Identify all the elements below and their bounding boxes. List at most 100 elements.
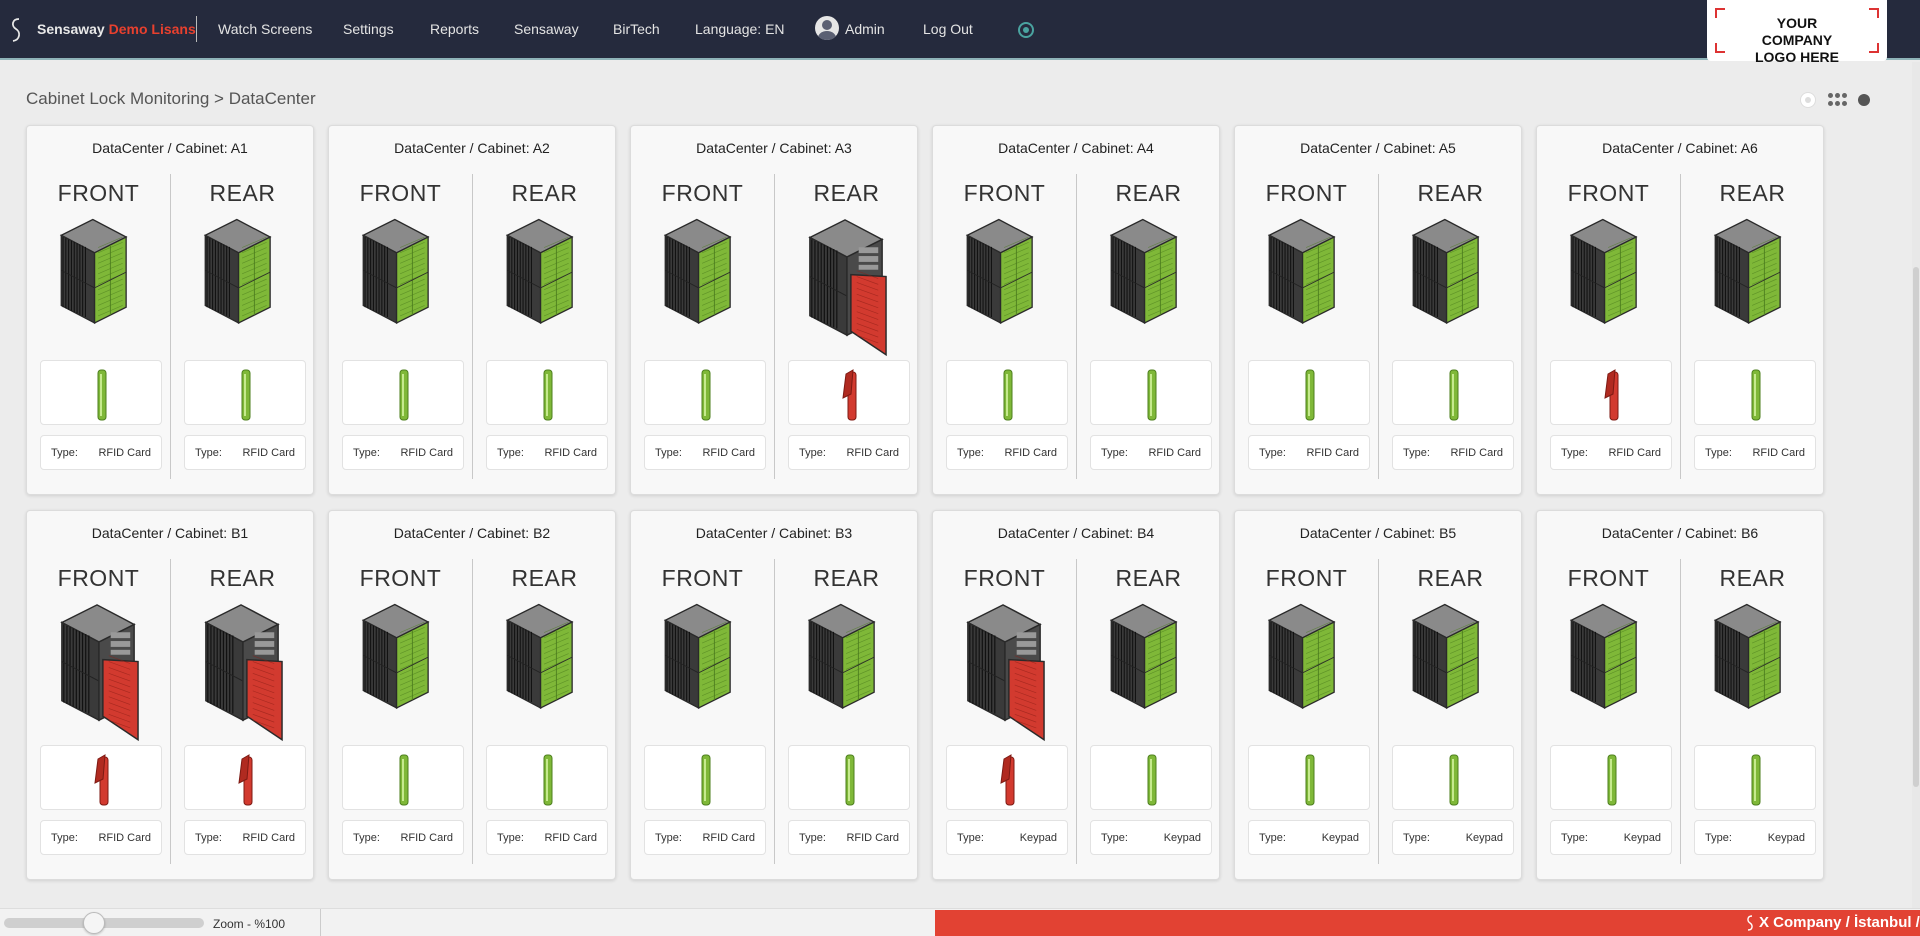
front-rear-divider <box>1378 559 1379 864</box>
lock-status-box[interactable] <box>788 745 910 810</box>
user-avatar-icon[interactable] <box>815 16 839 40</box>
lock-status-box[interactable] <box>184 360 306 425</box>
cabinet-title: DataCenter / Cabinet: B2 <box>393 525 551 541</box>
front-door-panel: FRONT Type: RFID Card <box>1537 174 1680 494</box>
nav-watch-screens[interactable]: Watch Screens <box>218 21 313 37</box>
lock-status-box[interactable] <box>946 360 1068 425</box>
closed-cabinet-icon[interactable] <box>660 601 744 729</box>
open-cabinet-icon[interactable] <box>962 601 1046 742</box>
lock-status-box[interactable] <box>644 360 766 425</box>
open-cabinet-icon[interactable] <box>804 216 888 357</box>
connection-status-icon[interactable] <box>1018 22 1034 38</box>
lock-status-box[interactable] <box>1694 360 1816 425</box>
cabinet-card[interactable]: DataCenter / Cabinet: B6 FRONT Type: Keypad… <box>1536 510 1824 880</box>
cabinet-title: DataCenter / Cabinet: A5 <box>1300 140 1456 156</box>
cabinet-card[interactable]: DataCenter / Cabinet: A2 FRONT Type: RFID C… <box>328 125 616 495</box>
lock-type-box: Type: RFID Card <box>184 820 306 855</box>
closed-cabinet-icon[interactable] <box>56 216 140 344</box>
closed-cabinet-icon[interactable] <box>1566 216 1650 344</box>
cabinet-card[interactable]: DataCenter / Cabinet: A6 FRONT Type: RFID C… <box>1536 125 1824 495</box>
cabinet-card[interactable]: DataCenter / Cabinet: B3 FRONT Type: RFID C… <box>630 510 918 880</box>
list-view-icon[interactable] <box>1858 94 1870 106</box>
closed-cabinet-icon[interactable] <box>1710 601 1794 729</box>
closed-cabinet-icon[interactable] <box>502 601 586 729</box>
lock-status-box[interactable] <box>184 745 306 810</box>
lock-status-box[interactable] <box>1090 360 1212 425</box>
cabinet-title: DataCenter / Cabinet: A3 <box>696 140 852 156</box>
cabinet-card[interactable]: DataCenter / Cabinet: A5 FRONT Type: RFID C… <box>1234 125 1522 495</box>
cabinet-title: DataCenter / Cabinet: A4 <box>998 140 1154 156</box>
lock-status-box[interactable] <box>1090 745 1212 810</box>
lock-status-box[interactable] <box>342 745 464 810</box>
lock-status-box[interactable] <box>1392 745 1514 810</box>
lock-status-box[interactable] <box>1248 745 1370 810</box>
lock-status-box[interactable] <box>1248 360 1370 425</box>
lock-status-box[interactable] <box>1392 360 1514 425</box>
lock-type-label: Type: <box>799 447 826 459</box>
cabinet-card[interactable]: DataCenter / Cabinet: B5 FRONT Type: Keypad… <box>1234 510 1522 880</box>
closed-cabinet-icon[interactable] <box>200 216 284 344</box>
single-view-icon[interactable] <box>1800 92 1816 108</box>
scrollbar-thumb[interactable] <box>1913 267 1919 787</box>
lock-type-value: RFID Card <box>1752 447 1805 459</box>
front-label: FRONT <box>1567 180 1650 206</box>
lock-status-box[interactable] <box>40 745 162 810</box>
closed-cabinet-icon[interactable] <box>1264 601 1348 729</box>
cabinet-card[interactable]: DataCenter / Cabinet: A1 FRONT Type: RFID C… <box>26 125 314 495</box>
cabinet-title: DataCenter / Cabinet: A2 <box>394 140 550 156</box>
page-scrollbar[interactable] <box>1912 62 1920 908</box>
grid-view-icon[interactable] <box>1828 93 1848 107</box>
lock-status-box[interactable] <box>486 745 608 810</box>
front-door-panel: FRONT Type: Keypad <box>933 559 1076 879</box>
rear-label: REAR <box>1719 565 1786 591</box>
lock-status-box[interactable] <box>644 745 766 810</box>
nav-reports[interactable]: Reports <box>430 21 480 37</box>
closed-cabinet-icon[interactable] <box>1106 601 1190 729</box>
lock-status-box[interactable] <box>1550 745 1672 810</box>
locked-handle-icon <box>1139 368 1165 422</box>
closed-cabinet-icon[interactable] <box>1710 216 1794 344</box>
closed-cabinet-icon[interactable] <box>1566 601 1650 729</box>
brand-name[interactable]: Sensaway Demo Lisans <box>37 21 196 37</box>
closed-cabinet-icon[interactable] <box>358 216 442 344</box>
closed-cabinet-icon[interactable] <box>502 216 586 344</box>
nav-settings[interactable]: Settings <box>343 21 394 37</box>
front-rear-divider <box>170 174 171 479</box>
lock-status-box[interactable] <box>788 360 910 425</box>
nav-sensaway[interactable]: Sensaway <box>514 21 579 37</box>
open-cabinet-icon[interactable] <box>56 601 140 742</box>
cabinet-card[interactable]: DataCenter / Cabinet: B2 FRONT Type: RFID C… <box>328 510 616 880</box>
front-rear-divider <box>1680 174 1681 479</box>
closed-cabinet-icon[interactable] <box>962 216 1046 344</box>
closed-cabinet-icon[interactable] <box>1408 216 1492 344</box>
breadcrumb: Cabinet Lock Monitoring > DataCenter <box>26 89 316 108</box>
open-cabinet-icon[interactable] <box>200 601 284 742</box>
lock-status-box[interactable] <box>1694 745 1816 810</box>
lock-type-value: RFID Card <box>1148 447 1201 459</box>
lock-status-box[interactable] <box>342 360 464 425</box>
nav-user-admin[interactable]: Admin <box>845 21 885 37</box>
lock-status-box[interactable] <box>1550 360 1672 425</box>
nav-birtech[interactable]: BirTech <box>613 21 660 37</box>
closed-cabinet-icon[interactable] <box>804 601 888 729</box>
locked-handle-icon <box>233 368 259 422</box>
closed-cabinet-icon[interactable] <box>660 216 744 344</box>
nav-logout[interactable]: Log Out <box>923 21 973 37</box>
lock-status-box[interactable] <box>40 360 162 425</box>
front-door-panel: FRONT Type: Keypad <box>1235 559 1378 879</box>
lock-status-box[interactable] <box>486 360 608 425</box>
nav-language[interactable]: Language: EN <box>695 21 785 37</box>
cabinet-card[interactable]: DataCenter / Cabinet: A4 FRONT Type: RFID C… <box>932 125 1220 495</box>
cabinet-card[interactable]: DataCenter / Cabinet: A3 FRONT Type: RFID C… <box>630 125 918 495</box>
closed-cabinet-icon[interactable] <box>1106 216 1190 344</box>
closed-cabinet-icon[interactable] <box>1264 216 1348 344</box>
closed-cabinet-icon[interactable] <box>1408 601 1492 729</box>
ticker-text: X Company / İstanbul / I <box>1759 914 1920 931</box>
cabinet-card[interactable]: DataCenter / Cabinet: B1 FRONT Type: RFID C… <box>26 510 314 880</box>
zoom-slider-handle[interactable] <box>83 912 105 934</box>
locked-handle-icon <box>1297 368 1323 422</box>
cabinet-card[interactable]: DataCenter / Cabinet: B4 FRONT Type: Keypad… <box>932 510 1220 880</box>
lock-status-box[interactable] <box>946 745 1068 810</box>
closed-cabinet-icon[interactable] <box>358 601 442 729</box>
lock-type-box: Type: RFID Card <box>1090 435 1212 470</box>
